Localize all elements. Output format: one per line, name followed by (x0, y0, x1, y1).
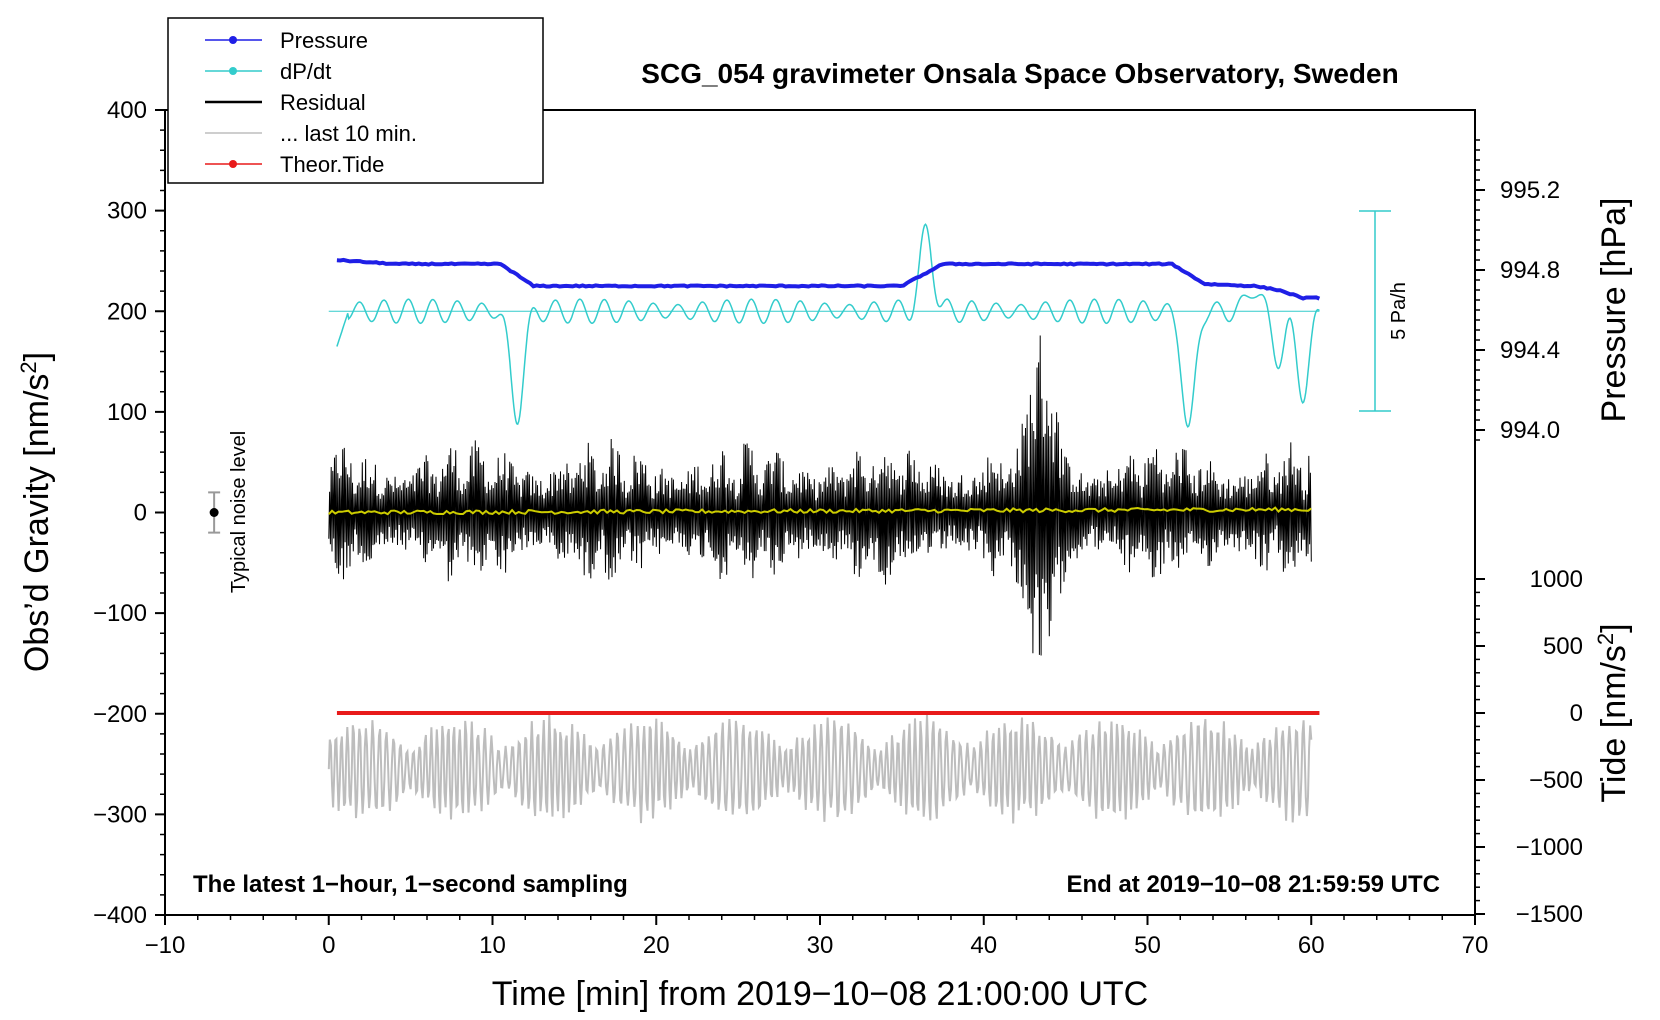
y-left-tick-label: −100 (93, 600, 147, 627)
y-left-axis-label-sup: 2 (16, 361, 41, 373)
tide-axis-label-main: Tide [nm/s (1595, 645, 1633, 802)
noise-level-label: Typical noise level (228, 431, 250, 593)
tide-tick-label: 500 (1543, 633, 1583, 660)
y-left-tick-label: −300 (93, 801, 147, 828)
noise-point (209, 508, 219, 517)
y-left-tick-label: 400 (107, 97, 147, 124)
x-tick-label: −10 (145, 932, 186, 959)
x-tick-label: 70 (1462, 932, 1489, 959)
legend-marker (229, 36, 237, 44)
legend-label: Theor.Tide (280, 152, 384, 177)
pressure-tick-label: 994.0 (1500, 417, 1560, 444)
last-10-min-line (327, 714, 1313, 824)
data-layer (208, 210, 1391, 824)
pressure-tick-label: 994.4 (1500, 337, 1560, 364)
bottom-right-annotation: End at 2019−10−08 21:59:59 UTC (1066, 871, 1440, 898)
legend-label: dP/dt (280, 59, 331, 84)
tide-axis-label: Tide [nm/s2] (1593, 623, 1634, 802)
dpdt-line (336, 223, 1320, 428)
y-left-tick-label: −200 (93, 701, 147, 728)
y-left-tick-label: 300 (107, 198, 147, 225)
axes-layer (155, 109, 1485, 925)
x-tick-label: 50 (1134, 932, 1161, 959)
tide-tick-label: −1500 (1516, 901, 1583, 928)
y-left-tick-label: 200 (107, 298, 147, 325)
pressure-tick-label: 994.8 (1500, 257, 1560, 284)
scale-bar-label: 5 Pa/h (1388, 282, 1410, 340)
y-left-tick-label: −400 (93, 902, 147, 929)
residual-mean-line (328, 506, 1312, 516)
bottom-left-annotation: The latest 1−hour, 1−second sampling (193, 871, 628, 898)
residual-line (328, 335, 1312, 656)
legend-box (167, 17, 544, 184)
chart-title: SCG_054 gravimeter Onsala Space Observat… (641, 58, 1398, 89)
y-left-axis-label-main: Obs’d Gravity [nm/s (18, 374, 56, 673)
pressure-line (336, 257, 1321, 301)
legend-marker (229, 67, 237, 75)
x-tick-label: 30 (807, 932, 834, 959)
y-left-axis-label: Obs’d Gravity [nm/s2] (16, 352, 57, 672)
legend-marker (229, 160, 237, 168)
pressure-axis-label: Pressure [hPa] (1595, 198, 1633, 423)
x-tick-label: 60 (1298, 932, 1325, 959)
legend-label: Pressure (280, 28, 368, 53)
x-tick-label: 20 (643, 932, 670, 959)
tide-tick-label: 0 (1570, 700, 1583, 727)
y-left-tick-label: 100 (107, 399, 147, 426)
tide-axis-label-close: ] (1595, 623, 1633, 632)
tide-tick-label: −500 (1529, 767, 1583, 794)
tide-axis-label-sup: 2 (1593, 633, 1618, 645)
x-tick-label: 10 (479, 932, 506, 959)
pressure-tick-label: 995.2 (1500, 177, 1560, 204)
y-left-axis-label-close: ] (18, 352, 56, 361)
tide-tick-label: −1000 (1516, 834, 1583, 861)
x-axis-label: Time [min] from 2019−10−08 21:00:00 UTC (492, 975, 1148, 1013)
tide-tick-label: 1000 (1530, 566, 1583, 593)
legend-label: ... last 10 min. (280, 121, 417, 146)
x-tick-label: 0 (322, 932, 335, 959)
y-left-tick-label: 0 (134, 500, 147, 527)
x-tick-label: 40 (970, 932, 997, 959)
legend-label: Residual (280, 90, 366, 115)
